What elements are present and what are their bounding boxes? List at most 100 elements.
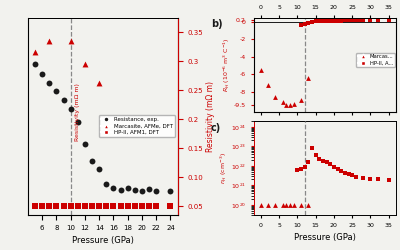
Point (349, 18, 355, 22)
Point (167, 204, 174, 208)
Point (386, 178, 392, 182)
Text: b): b) (211, 20, 222, 30)
Point (39, 72, 46, 76)
Point (82, 204, 88, 208)
Point (103, 204, 110, 208)
Y-axis label: $R_H$ (10$^{-6}$ m$^3$ C$^{-1}$): $R_H$ (10$^{-6}$ m$^3$ C$^{-1}$) (222, 37, 232, 92)
Point (68, 107, 74, 111)
Point (349, 174, 355, 178)
Point (110, 186, 117, 190)
Point (323, 160, 330, 164)
Point (309, 146, 315, 150)
Point (39, 204, 46, 208)
Legend: Marcas..., HP-II, A...: Marcas..., HP-II, A... (356, 53, 395, 67)
Point (89, 204, 95, 208)
Point (139, 204, 145, 208)
Point (298, 203, 304, 207)
Point (32, 62, 38, 66)
Point (272, 95, 279, 99)
Point (96, 204, 102, 208)
Point (96, 80, 102, 84)
Point (345, 18, 352, 22)
Point (32, 50, 38, 54)
Point (386, 18, 392, 22)
Point (280, 203, 286, 207)
Point (53, 89, 60, 93)
Point (374, 18, 381, 22)
Point (320, 159, 326, 163)
Point (290, 102, 297, 106)
Point (265, 203, 271, 207)
Point (32, 204, 38, 208)
Point (305, 20, 312, 24)
Point (353, 18, 359, 22)
Point (132, 188, 138, 192)
Point (334, 19, 341, 23)
Point (258, 68, 264, 72)
Point (360, 18, 366, 22)
Point (338, 18, 344, 22)
Point (124, 186, 131, 190)
Point (356, 18, 363, 22)
Point (124, 204, 131, 208)
Point (153, 188, 160, 192)
Point (316, 157, 322, 161)
Legend: Resistance, exp., Marcasite, AFMe, DFT, HP-II, AFM1, DFT: Resistance, exp., Marcasite, AFMe, DFT, … (98, 115, 175, 137)
Point (312, 20, 319, 24)
Y-axis label: Resistivity (mΩ m): Resistivity (mΩ m) (206, 81, 215, 152)
Point (68, 204, 74, 208)
Point (312, 153, 319, 157)
Point (265, 82, 271, 86)
Point (298, 23, 304, 27)
Point (139, 189, 145, 193)
Point (374, 178, 381, 182)
Text: c): c) (211, 123, 221, 133)
Point (68, 39, 74, 43)
Point (53, 204, 60, 208)
Point (331, 19, 337, 23)
Point (280, 100, 286, 104)
Point (287, 102, 293, 106)
Point (320, 19, 326, 23)
Point (283, 102, 290, 106)
Point (334, 167, 341, 171)
Point (287, 203, 293, 207)
Point (146, 204, 152, 208)
Point (75, 120, 81, 124)
Point (82, 62, 88, 66)
Point (110, 204, 117, 208)
Point (338, 169, 344, 173)
Point (342, 170, 348, 174)
Point (360, 176, 366, 180)
Point (46, 204, 52, 208)
Point (272, 203, 279, 207)
Point (316, 19, 322, 23)
Point (345, 172, 352, 176)
Point (153, 204, 160, 208)
Point (309, 20, 315, 24)
Point (305, 203, 312, 207)
Point (46, 39, 52, 43)
Point (283, 203, 290, 207)
Point (367, 18, 374, 22)
Point (89, 159, 95, 163)
Point (60, 204, 67, 208)
Point (327, 162, 334, 166)
Point (298, 167, 304, 171)
Point (327, 19, 334, 23)
Point (323, 19, 330, 23)
Point (46, 81, 52, 85)
Point (118, 188, 124, 192)
Point (367, 177, 374, 181)
Point (167, 188, 174, 192)
X-axis label: Pressure (GPa): Pressure (GPa) (72, 236, 134, 245)
Point (146, 187, 152, 191)
Point (75, 204, 81, 208)
Point (353, 174, 359, 178)
Point (342, 18, 348, 22)
Point (331, 165, 337, 169)
Point (302, 22, 308, 26)
Point (305, 160, 312, 164)
Text: Resistivity (mΩ m): Resistivity (mΩ m) (76, 84, 80, 141)
X-axis label: Pressure (GPa): Pressure (GPa) (294, 233, 356, 242)
